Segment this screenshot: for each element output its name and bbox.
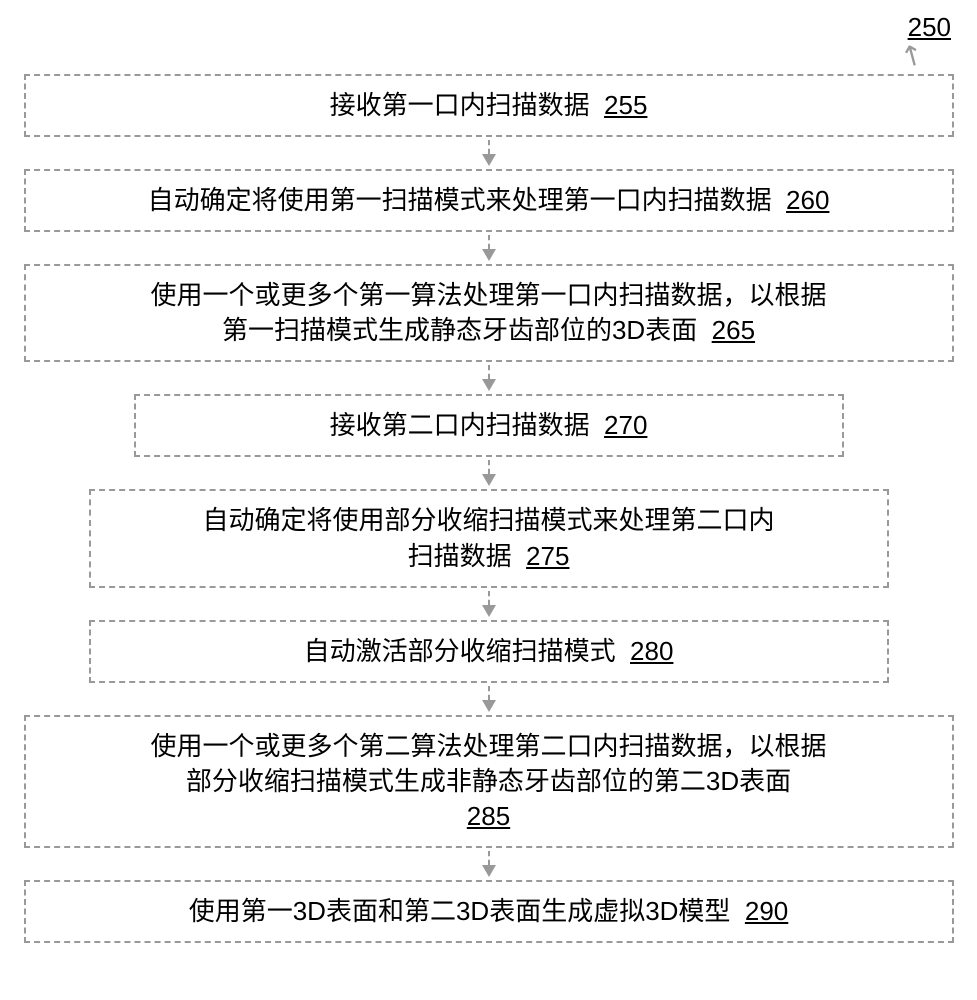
node-number: 265 (712, 315, 755, 345)
node-text-line2: 部分收缩扫描模式生成非静态牙齿部位的第二3D表面 (186, 766, 791, 796)
node-number: 255 (604, 90, 647, 120)
node-text: 自动确定将使用第一扫描模式来处理第一口内扫描数据 (148, 185, 772, 215)
node-number: 260 (786, 185, 829, 215)
flow-node: 接收第一口内扫描数据 255 (24, 74, 954, 137)
flow-arrow-icon (20, 232, 957, 264)
node-text-line1: 使用一个或更多个第一算法处理第一口内扫描数据，以根据 (150, 280, 826, 310)
flow-arrow-icon (20, 848, 957, 880)
node-text: 接收第二口内扫描数据 (330, 410, 590, 440)
node-text: 使用第一3D表面和第二3D表面生成虚拟3D模型 (189, 896, 731, 926)
node-text-line2-pre: 扫描数据 (408, 541, 512, 571)
flow-node: 使用第一3D表面和第二3D表面生成虚拟3D模型 290 (24, 880, 954, 943)
node-number: 280 (630, 636, 673, 666)
node-number: 285 (467, 801, 510, 831)
flowchart-container: 250 ↘ 接收第一口内扫描数据 255 自动确定将使用第一扫描模式来处理第一口… (20, 20, 957, 943)
node-text-line2: 第一扫描模式生成静态牙齿部位的3D表面 (222, 315, 697, 345)
flow-arrow-icon (20, 588, 957, 620)
node-text: 接收第一口内扫描数据 (330, 90, 590, 120)
flow-arrow-icon (20, 137, 957, 169)
header-space: 250 ↘ (20, 20, 957, 74)
flow-node: 自动激活部分收缩扫描模式 280 (89, 620, 889, 683)
flow-node: 接收第二口内扫描数据 270 (134, 394, 844, 457)
node-text: 自动激活部分收缩扫描模式 (304, 636, 616, 666)
flow-node: 自动确定将使用部分收缩扫描模式来处理第二口内 扫描数据 275 (89, 489, 889, 587)
node-number: 275 (526, 541, 569, 571)
flow-arrow-icon (20, 683, 957, 715)
flow-node: 自动确定将使用第一扫描模式来处理第一口内扫描数据 260 (24, 169, 954, 232)
flow-arrow-icon (20, 362, 957, 394)
node-text-line1: 自动确定将使用部分收缩扫描模式来处理第二口内 (202, 505, 774, 535)
node-text-line1: 使用一个或更多个第二算法处理第二口内扫描数据，以根据 (150, 731, 826, 761)
flow-arrow-icon (20, 457, 957, 489)
flow-node: 使用一个或更多个第二算法处理第二口内扫描数据，以根据 部分收缩扫描模式生成非静态… (24, 715, 954, 848)
flow-node: 使用一个或更多个第一算法处理第一口内扫描数据，以根据 第一扫描模式生成静态牙齿部… (24, 264, 954, 362)
node-number: 290 (745, 896, 788, 926)
node-number: 270 (604, 410, 647, 440)
